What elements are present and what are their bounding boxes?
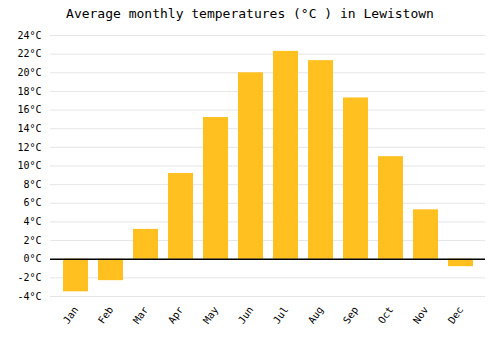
svg-text:-2°C: -2°C <box>17 272 41 283</box>
html-text:Average monthly temperatures (: Average monthly temperatures (°C ) in Le… <box>66 6 434 21</box>
svg-text:Jun: Jun <box>236 304 255 325</box>
svg-text:-4°C: -4°C <box>17 291 41 302</box>
svg-text:Sep: Sep <box>341 304 360 325</box>
svg-text:20°C: 20°C <box>17 67 41 78</box>
svg-text:16°C: 16°C <box>17 104 41 115</box>
svg-text:Oct: Oct <box>376 304 395 325</box>
svg-text:Mar: Mar <box>131 304 150 325</box>
svg-text:Apr: Apr <box>166 304 185 325</box>
svg-text:0°C: 0°C <box>23 253 41 264</box>
svg-text:Nov: Nov <box>411 304 430 325</box>
svg-text:24°C: 24°C <box>17 30 41 41</box>
svg-text:14°C: 14°C <box>17 123 41 134</box>
svg-text:8°C: 8°C <box>23 179 41 190</box>
svg-text:Jul: Jul <box>271 304 290 325</box>
svg-text:Jan: Jan <box>61 304 80 325</box>
svg-text:10°C: 10°C <box>17 160 41 171</box>
svg-text:18°C: 18°C <box>17 86 41 97</box>
svg-text:Aug: Aug <box>306 304 325 325</box>
svg-text:12°C: 12°C <box>17 142 41 153</box>
svg-text:6°C: 6°C <box>23 197 41 208</box>
svg-text:Dec: Dec <box>446 304 465 325</box>
svg-text:22°C: 22°C <box>17 48 41 59</box>
svg-text:2°C: 2°C <box>23 235 41 246</box>
svg-text:4°C: 4°C <box>23 216 41 227</box>
svg-text:Feb: Feb <box>96 304 115 325</box>
svg-text:May: May <box>201 304 220 325</box>
